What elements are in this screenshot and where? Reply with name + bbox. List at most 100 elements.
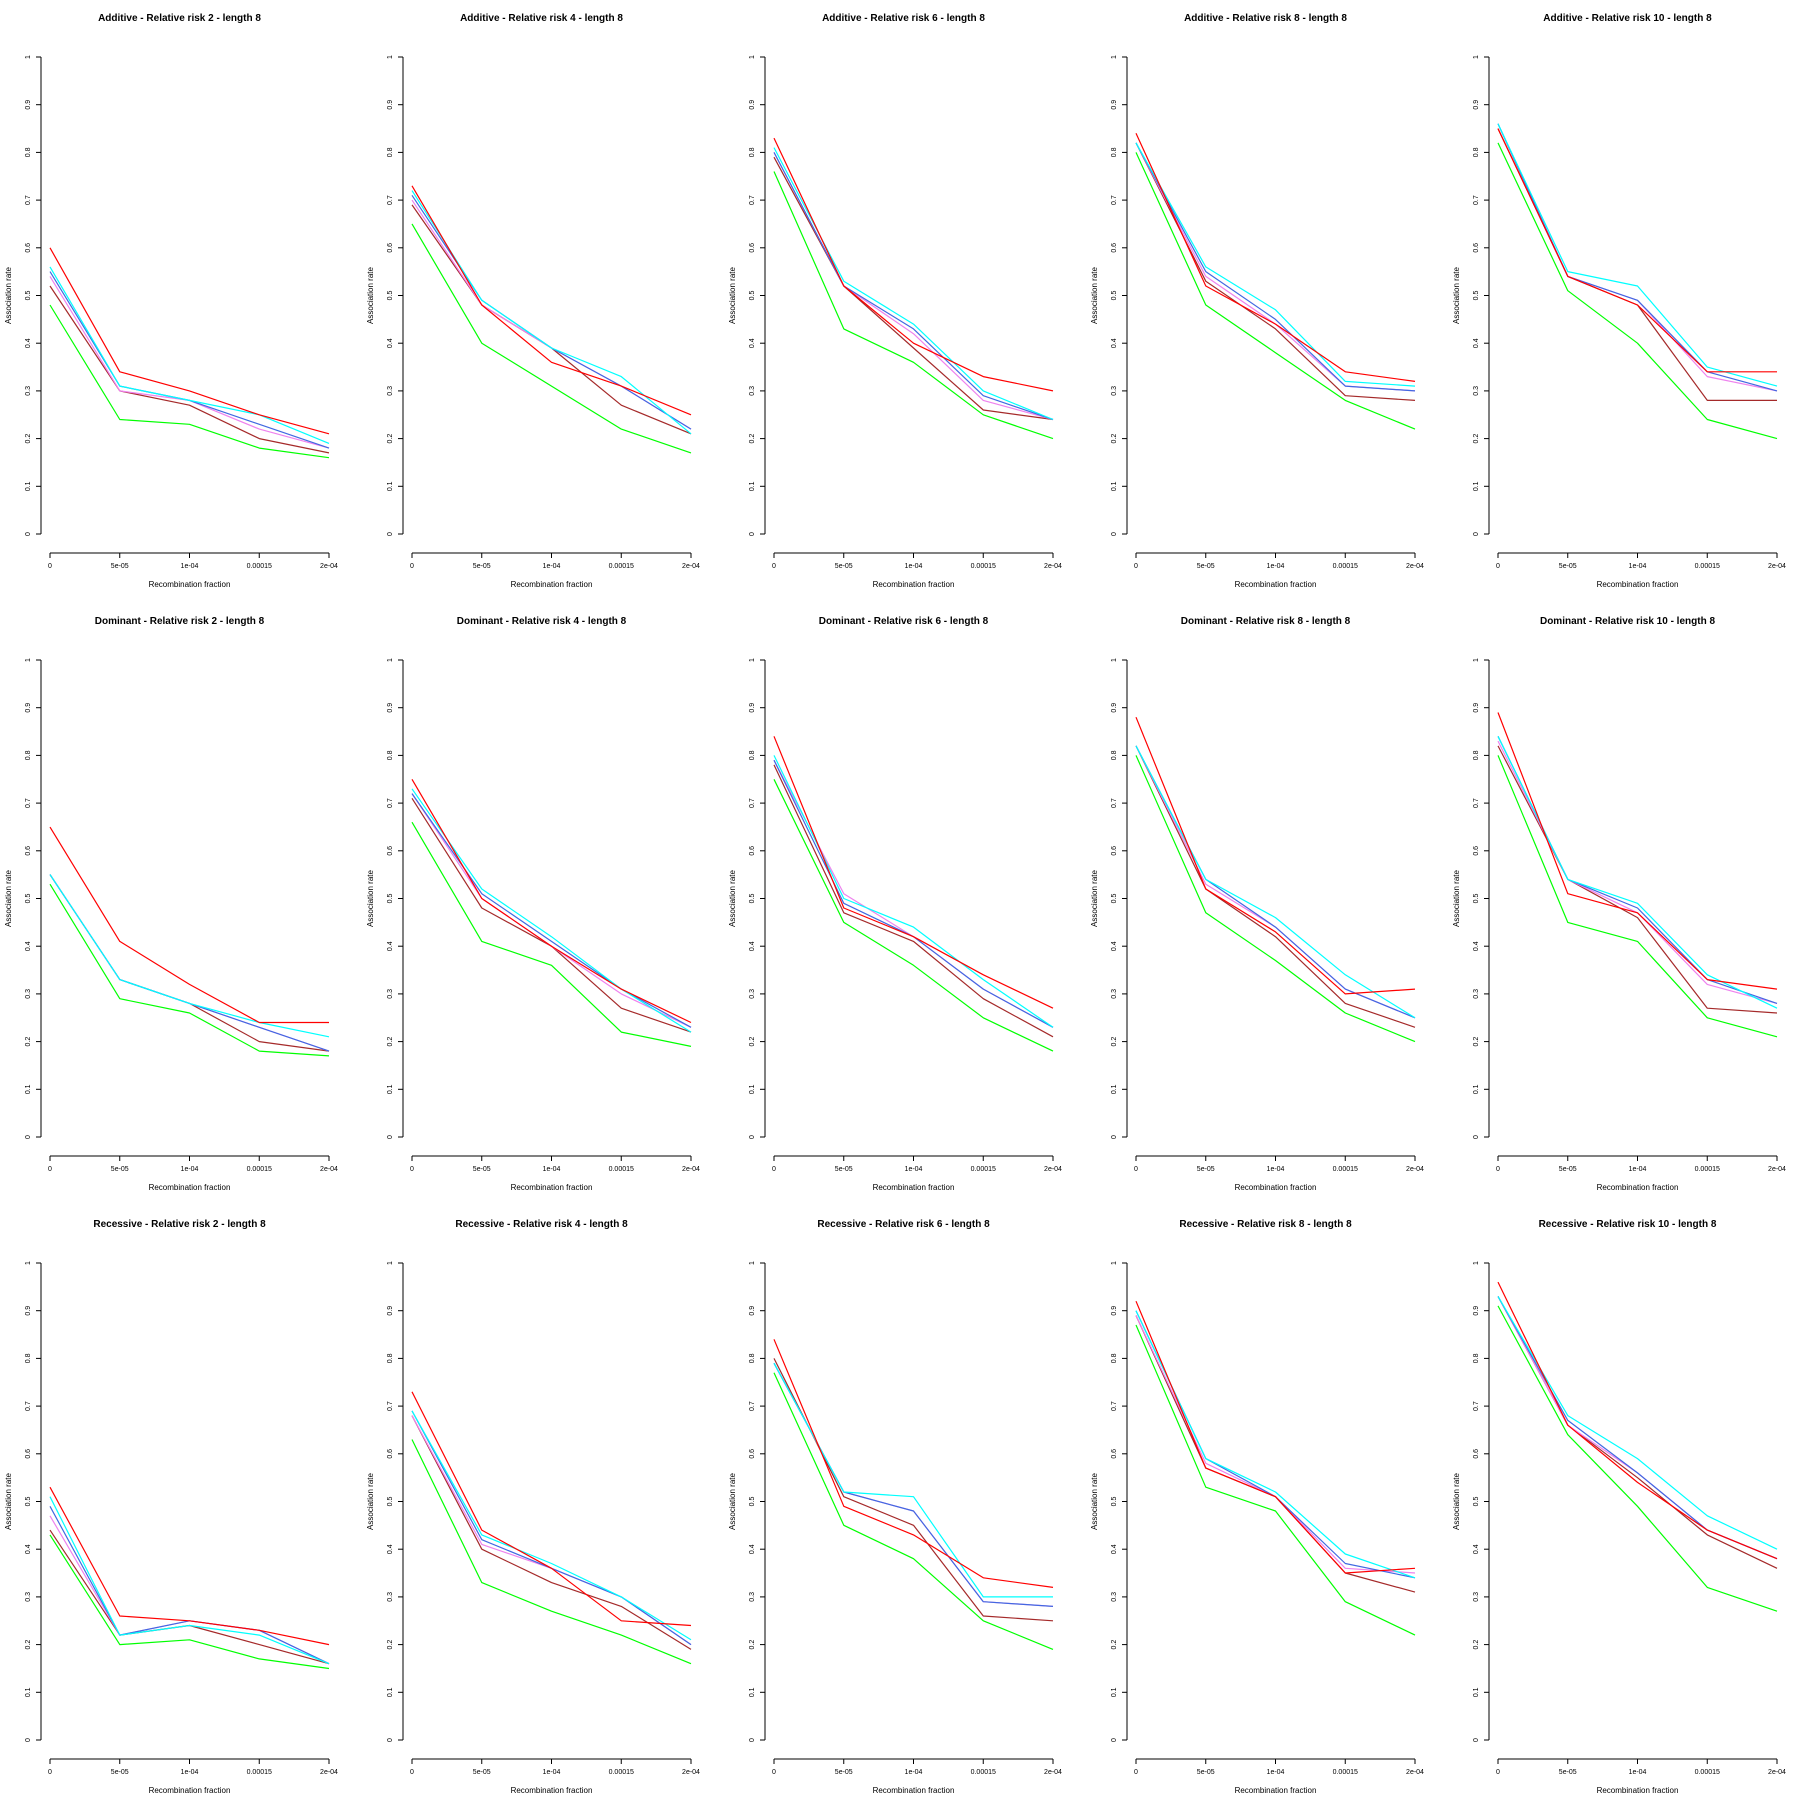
x-tick-label: 0.00015 [1333,1166,1358,1173]
y-tick-label: 0.9 [1473,1306,1480,1316]
series-line-violet [1497,1296,1778,1560]
y-tick-label: 0.8 [387,1353,394,1363]
x-tick-label: 0.00015 [609,1769,634,1776]
series-line-green [49,1534,330,1670]
series-line-brown [773,156,1054,421]
y-tick-label: 0.9 [25,703,32,713]
series-line-violet [1135,142,1416,392]
series-line-blue [773,152,1054,421]
series-line-blue [773,1362,1054,1607]
y-tick-label: 0.1 [749,1084,756,1094]
x-tick-label: 5e-05 [111,1769,129,1776]
y-tick-label: 0.1 [25,1084,32,1094]
y-axis-label: Association rate [1452,869,1461,926]
x-tick-label: 0.00015 [1695,1166,1720,1173]
chart-title: Additive - Relative risk 6 - length 8 [822,13,985,24]
y-tick-label: 0.1 [1111,1084,1118,1094]
y-tick-label: 0.2 [1473,1640,1480,1650]
y-tick-label: 0.4 [749,1544,756,1554]
chart-panel: Additive - Relative risk 8 - length 8 0 0.… [1090,13,1424,589]
series-line-blue [411,793,692,1028]
chart-title: Dominant - Relative risk 6 - length 8 [819,616,989,627]
x-axis-label: Recombination fraction [1235,1786,1317,1795]
y-tick-label: 0 [1111,1135,1118,1139]
y-tick-label: 0.3 [749,989,756,999]
y-tick-label: 0.8 [1473,147,1480,157]
y-tick-label: 0.6 [1473,1449,1480,1459]
chart-title: Additive - Relative risk 10 - length 8 [1543,13,1712,24]
y-tick-label: 0.2 [749,434,756,444]
y-tick-label: 0.5 [1111,894,1118,904]
y-tick-label: 0.5 [387,1497,394,1507]
y-tick-label: 1 [387,1261,394,1265]
x-axis-label: Recombination fraction [1597,1786,1679,1795]
y-tick-label: 0 [387,1135,394,1139]
series-line-red [411,1391,692,1627]
series-line-red [1497,128,1777,373]
y-tick-label: 0.1 [1111,1687,1118,1697]
series-line-green [1497,755,1778,1038]
y-tick-label: 0.4 [749,941,756,951]
series-line-red [773,1339,1054,1588]
series-line-green [49,304,330,459]
y-tick-label: 0.5 [1473,1497,1480,1507]
chart-panel: Additive - Relative risk 2 - length 8 0 0.… [4,13,338,589]
y-tick-label: 0.3 [25,989,32,999]
x-tick-label: 0.00015 [247,1166,272,1173]
y-tick-label: 0.3 [1473,386,1480,396]
y-tick-label: 0.3 [25,386,32,396]
x-tick-label: 1e-04 [543,1166,561,1173]
series-line-red [1497,712,1778,990]
y-tick-label: 0.4 [25,1544,32,1554]
y-axis-label: Association rate [1090,869,1099,926]
x-tick-label: 2e-04 [320,1166,338,1173]
x-tick-label: 5e-05 [835,563,853,570]
y-tick-label: 0.7 [749,1401,756,1411]
y-tick-label: 1 [1473,55,1480,59]
series-line-green [411,223,692,454]
x-axis-label: Recombination fraction [511,1786,593,1795]
x-tick-label: 0 [48,563,52,570]
chart-panel: Additive - Relative risk 10 - length 8 0 0… [1452,13,1786,589]
x-tick-label: 0 [1496,563,1500,570]
chart-panel: Recessive - Relative risk 4 - length 8 0 0… [366,1219,700,1795]
y-tick-label: 0.6 [1111,243,1118,253]
y-tick-label: 0.3 [1473,1592,1480,1602]
x-tick-label: 5e-05 [835,1166,853,1173]
y-tick-label: 0.9 [1473,100,1480,110]
y-tick-label: 0.1 [387,1687,394,1697]
y-tick-label: 1 [1473,1261,1480,1265]
y-tick-label: 0.2 [1111,1037,1118,1047]
x-tick-label: 1e-04 [1629,1166,1647,1173]
series-line-green [773,171,1054,440]
x-tick-label: 1e-04 [905,1769,923,1776]
x-tick-label: 0.00015 [1695,1769,1720,1776]
x-tick-label: 5e-05 [1197,563,1215,570]
y-tick-label: 0.5 [25,894,32,904]
x-tick-label: 0 [1134,563,1138,570]
y-tick-label: 0.5 [749,1497,756,1507]
y-tick-label: 0.7 [387,798,394,808]
y-tick-label: 0.3 [387,1592,394,1602]
series-line-brown [1135,142,1416,401]
y-axis-label: Association rate [1090,266,1099,323]
y-tick-label: 0.6 [387,1449,394,1459]
chart-panel: Dominant - Relative risk 10 - length 8 0 0… [1452,616,1786,1192]
y-tick-label: 0.5 [749,291,756,301]
y-tick-label: 0.8 [749,147,756,157]
chart-panel: Recessive - Relative risk 6 - length 8 0 0… [728,1219,1062,1795]
x-tick-label: 0.00015 [609,563,634,570]
y-tick-label: 0.6 [25,243,32,253]
x-tick-label: 5e-05 [1559,563,1577,570]
y-tick-label: 0 [387,532,394,536]
y-tick-label: 1 [25,1261,32,1265]
y-tick-label: 0.2 [387,1640,394,1650]
chart-panel: Recessive - Relative risk 8 - length 8 0 0… [1090,1219,1424,1795]
x-tick-label: 0.00015 [971,1769,996,1776]
y-tick-label: 0.7 [25,798,32,808]
y-tick-label: 0.7 [1111,1401,1118,1411]
y-tick-label: 0.5 [25,1497,32,1507]
y-tick-label: 0.7 [1111,798,1118,808]
series-line-cyan [49,266,330,444]
y-tick-label: 0.4 [1111,1544,1118,1554]
